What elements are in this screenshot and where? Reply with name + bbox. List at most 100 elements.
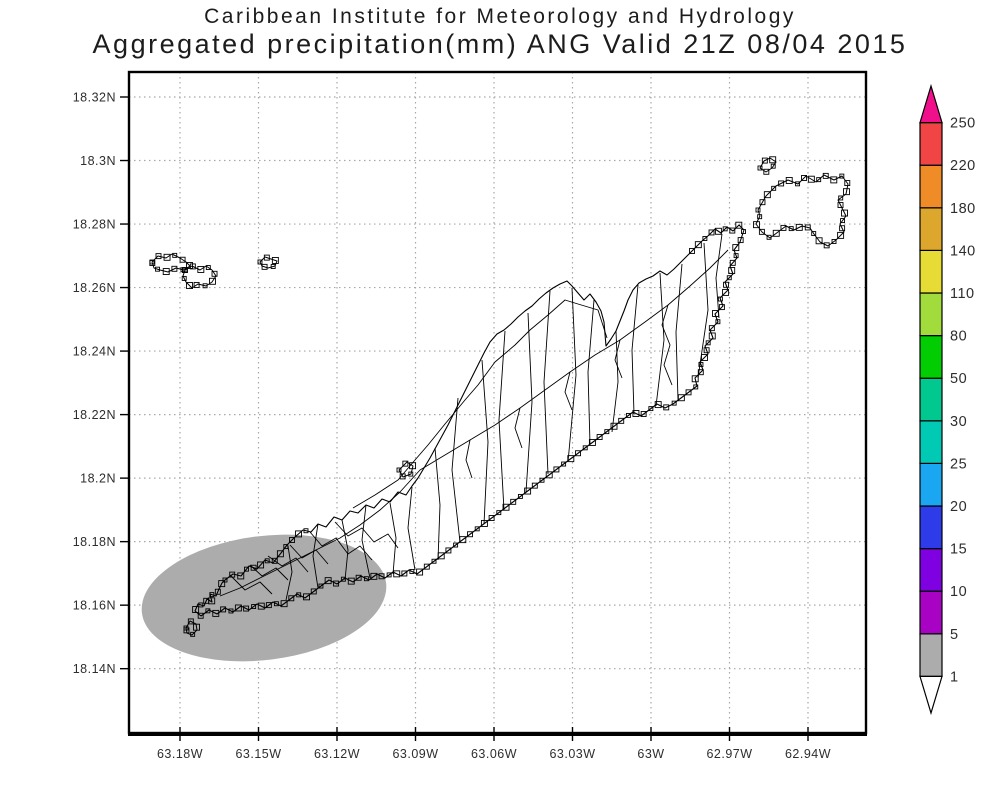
- coast-tooth: [701, 354, 708, 361]
- colorbar-segment: [919, 633, 943, 677]
- coast-tooth: [697, 369, 704, 376]
- district-boundary-line: [334, 521, 399, 549]
- lat-tick-label: 18.18N: [73, 535, 116, 549]
- coast-tooth: [273, 601, 279, 607]
- little-scrub-tooth: [761, 157, 768, 164]
- scrub-island-tooth: [844, 180, 851, 187]
- coast-tooth: [244, 566, 249, 572]
- coast-tooth: [691, 375, 699, 383]
- coast-tooth: [280, 600, 288, 608]
- coast-tooth: [708, 332, 716, 340]
- coast-tooth: [496, 510, 502, 516]
- colorbar-segment: [919, 377, 943, 422]
- coast-tooth: [192, 606, 200, 613]
- coast-tooth: [459, 536, 467, 544]
- coast-tooth: [218, 580, 226, 588]
- lon-tick-label: 63.06W: [471, 747, 517, 761]
- coast-tooth: [480, 519, 488, 527]
- page-title-line2: Aggregated precipitation(mm) ANG Valid 2…: [92, 29, 908, 59]
- coast-tooth: [561, 461, 567, 467]
- anguillita-tooth: [193, 623, 200, 631]
- colorbar-segment: [919, 207, 943, 252]
- district-boundary-line: [715, 233, 723, 319]
- coast-tooth: [289, 537, 295, 543]
- coast-tooth: [539, 477, 545, 483]
- lat-tick-label: 18.24N: [73, 345, 116, 359]
- district-boundary-line: [514, 407, 523, 449]
- district-boundary-line: [312, 523, 319, 589]
- district-boundary-line: [661, 304, 673, 386]
- prickly-pear-east-tooth: [182, 267, 188, 273]
- coast-tooth: [517, 493, 523, 499]
- coast-tooth: [467, 531, 473, 538]
- district-boundary-line: [611, 330, 619, 433]
- lat-tick-label: 18.32N: [73, 91, 116, 105]
- scrub-island-tooth: [839, 225, 846, 232]
- coast-tooth: [401, 570, 408, 577]
- scrub-island-tooth: [811, 231, 817, 237]
- coast-tooth: [640, 411, 647, 417]
- prickly-pear-west-tooth: [162, 268, 170, 276]
- scrub-island-tooth: [785, 177, 793, 184]
- coast-tooth: [310, 588, 317, 595]
- scrub-island-tooth: [757, 214, 763, 220]
- islet-prickly-pear-west: [151, 253, 191, 273]
- scrub-island-tooth: [838, 195, 844, 201]
- scrub-island-tooth: [823, 242, 830, 249]
- district-boundary-line: [434, 447, 441, 561]
- coast-tooth: [741, 229, 746, 235]
- scrub-island-tooth: [772, 229, 780, 237]
- colorbar-label: 250: [950, 116, 976, 132]
- coast-tooth: [243, 605, 250, 612]
- prickly-pear-west-tooth: [179, 256, 186, 263]
- prickly-pear-east-tooth: [205, 265, 211, 270]
- colorbar-segment: [919, 505, 943, 550]
- coast-tooth: [423, 563, 430, 570]
- lat-tick-label: 18.16N: [73, 599, 116, 613]
- scrub-island-tooth: [763, 191, 771, 199]
- colorbar-label: 50: [950, 371, 967, 387]
- district-boundary-line: [361, 504, 371, 579]
- little-scrub-tooth: [757, 165, 763, 171]
- scrub-island-tooth: [766, 234, 772, 240]
- coast-tooth: [409, 568, 415, 574]
- colorbar-label: 30: [950, 414, 967, 430]
- little-scrub-tooth: [770, 163, 776, 169]
- colorbar-segment: [919, 249, 943, 294]
- coast-tooth: [324, 577, 332, 585]
- prickly-pear-east-tooth: [197, 265, 205, 273]
- sandy-island-tooth: [399, 473, 406, 480]
- coast-tooth: [553, 466, 560, 473]
- coast-tooth: [715, 319, 721, 325]
- scrub-island-tooth: [831, 239, 837, 244]
- district-boundary-line: [675, 263, 683, 401]
- scrub-island-tooth: [822, 172, 829, 179]
- scrub-island-tooth: [788, 226, 794, 232]
- coast-tooth: [208, 597, 216, 605]
- colorbar-segment: [919, 590, 943, 635]
- coast-tooth: [229, 571, 236, 578]
- scrub-island-tooth: [815, 237, 823, 245]
- district-boundary-line: [577, 303, 608, 339]
- colorbar-arrow-down: [919, 675, 943, 716]
- district-boundary-line: [525, 312, 533, 493]
- district-boundary-line: [564, 371, 573, 411]
- coast-tooth: [445, 547, 452, 554]
- coast-tooth: [474, 526, 480, 532]
- coast-tooth: [735, 221, 743, 229]
- colorbar-label: 80: [950, 329, 967, 345]
- coast-tooth: [214, 588, 221, 595]
- coast-tooth: [355, 574, 362, 581]
- coast-tooth: [663, 404, 670, 411]
- district-boundary-line: [498, 330, 506, 511]
- prickly-pear-east-tooth: [211, 270, 218, 277]
- district-boundary-line: [407, 486, 416, 571]
- scrub-island-tooth: [758, 228, 765, 235]
- scrub-island-tooth: [801, 175, 807, 181]
- coast-tooth: [632, 410, 640, 417]
- scrub-island-tooth: [807, 175, 815, 183]
- little-scrub-tooth: [763, 168, 770, 175]
- anguillita-tooth: [190, 631, 196, 637]
- prickly-pear-east-tooth: [202, 283, 208, 289]
- coast-tooth: [393, 570, 401, 578]
